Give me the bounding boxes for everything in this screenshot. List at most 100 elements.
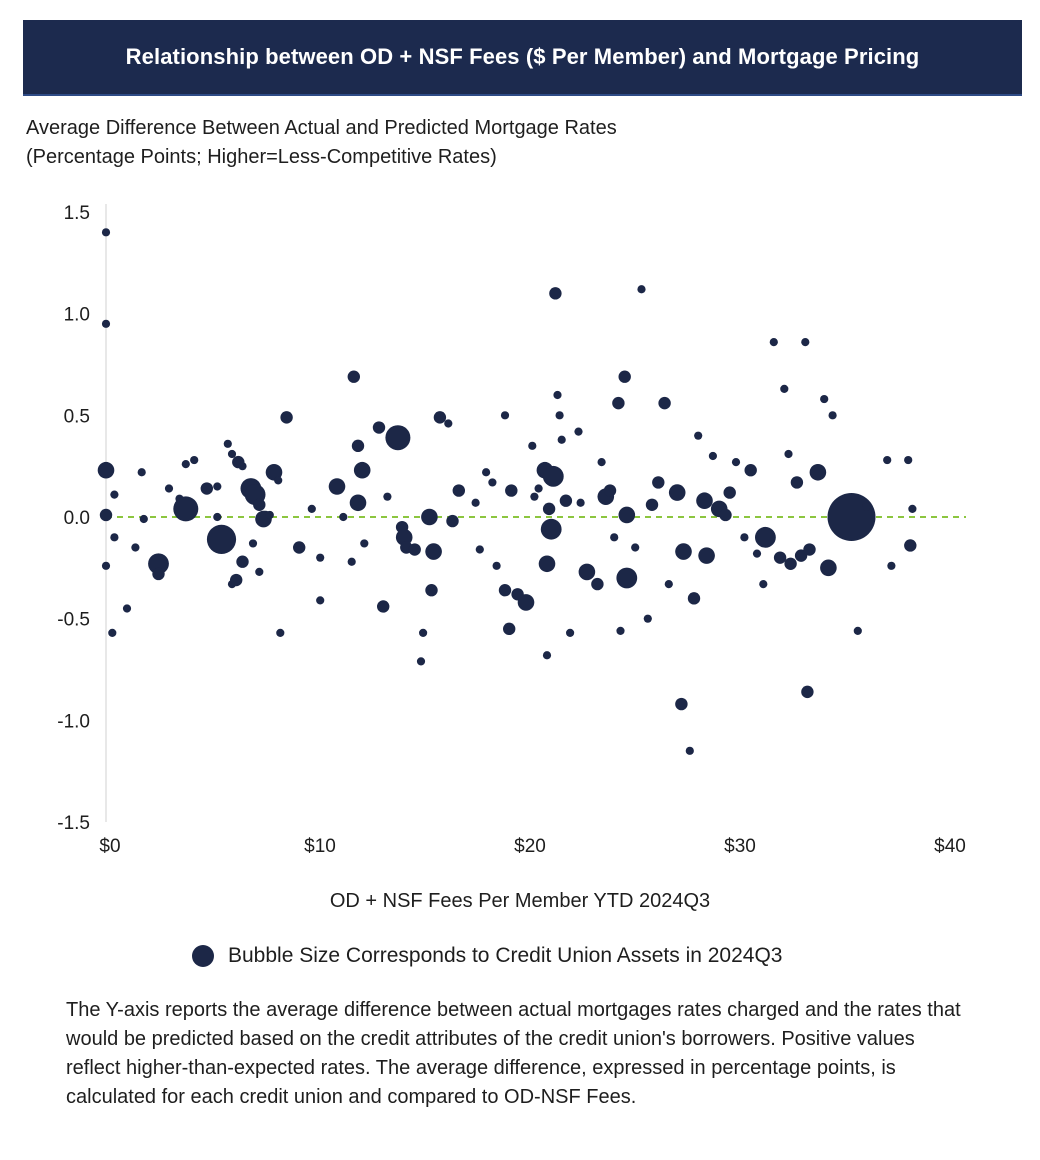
data-point (137, 468, 146, 477)
data-point (131, 543, 140, 552)
data-point (803, 543, 816, 556)
data-point (517, 594, 535, 611)
data-point (488, 478, 497, 487)
data-point (530, 492, 539, 501)
data-point (675, 543, 692, 560)
data-point (498, 584, 512, 597)
data-point (827, 493, 876, 541)
data-point (276, 628, 285, 638)
data-point (820, 394, 829, 404)
data-point (687, 592, 701, 605)
data-point (542, 465, 564, 487)
data-point (230, 573, 243, 587)
data-point (769, 338, 778, 347)
data-point (759, 580, 768, 589)
data-point (538, 555, 556, 573)
data-point (349, 494, 367, 512)
data-point (416, 657, 426, 666)
data-point (328, 478, 346, 495)
data-point (643, 614, 652, 623)
data-point (190, 455, 199, 465)
data-point (591, 577, 604, 591)
data-point (542, 502, 556, 516)
data-point (719, 508, 732, 522)
data-point (293, 541, 306, 554)
data-point (408, 543, 421, 556)
data-point (610, 533, 619, 542)
data-point (173, 496, 199, 522)
y-tick-label: -1.5 (57, 813, 90, 834)
data-point (101, 319, 111, 328)
data-point (828, 411, 837, 420)
data-point (528, 441, 537, 450)
y-tick-label: 1.5 (64, 203, 90, 224)
chart-banner: Relationship between OD + NSF Fees ($ Pe… (23, 20, 1022, 96)
data-point (612, 396, 625, 410)
data-point (425, 584, 438, 597)
data-point (360, 539, 369, 548)
data-point (265, 510, 274, 520)
data-point (862, 502, 871, 511)
x-tick-label: $20 (514, 836, 546, 857)
data-point (784, 557, 797, 570)
data-point (425, 543, 442, 560)
tick-layer: 1.5 1.0 0.5 0.0 -0.5 -1.0 -1.5 $0 $10 $20 $30 $40 (57, 203, 966, 857)
subtitle-line-2: (Percentage Points; Higher=Less-Competit… (26, 146, 497, 168)
point-layer (97, 228, 917, 755)
legend: Bubble Size Corresponds to Credit Union … (192, 944, 782, 968)
data-point (213, 482, 222, 491)
data-point (557, 435, 566, 444)
data-point (433, 411, 447, 424)
data-point (482, 468, 491, 477)
data-point (253, 498, 266, 511)
data-point (227, 449, 237, 459)
data-point (904, 455, 913, 465)
data-point (773, 551, 787, 564)
data-point (223, 439, 232, 448)
data-point (101, 561, 111, 570)
data-point (446, 514, 459, 528)
data-point (339, 512, 348, 522)
data-point (708, 451, 718, 461)
data-point (236, 555, 249, 568)
data-point (755, 526, 776, 548)
data-point (696, 492, 713, 510)
chart-subtitle: Average Difference Between Actual and Pr… (26, 114, 926, 172)
data-point (99, 508, 113, 522)
data-point (668, 484, 686, 501)
data-point (698, 547, 715, 564)
x-tick-label: $40 (934, 836, 966, 857)
data-point (652, 476, 665, 489)
subtitle-line-1: Average Difference Between Actual and Pr… (26, 117, 617, 139)
data-point (419, 628, 428, 638)
data-point (790, 476, 804, 489)
data-point (908, 504, 917, 513)
data-point (444, 419, 453, 428)
data-point (377, 600, 390, 613)
data-point (452, 484, 465, 497)
data-point (578, 563, 596, 581)
data-point (347, 370, 360, 383)
data-point (108, 628, 117, 638)
data-point (740, 533, 749, 542)
data-point (200, 482, 213, 495)
data-point (616, 626, 625, 635)
data-point (372, 421, 386, 434)
data-point (255, 567, 264, 577)
data-point (664, 580, 673, 589)
data-point (385, 425, 411, 451)
y-tick-label: 0.0 (64, 508, 90, 529)
data-point (820, 559, 837, 577)
legend-label: Bubble Size Corresponds to Credit Union … (228, 944, 783, 967)
data-point (752, 549, 762, 558)
data-point (347, 557, 356, 566)
data-point (492, 561, 501, 570)
data-point (801, 338, 810, 347)
y-tick-label: 1.0 (64, 305, 90, 326)
data-point (206, 524, 237, 554)
data-point (534, 484, 543, 493)
data-point (139, 514, 148, 524)
data-point (685, 746, 694, 755)
data-point (500, 411, 510, 420)
